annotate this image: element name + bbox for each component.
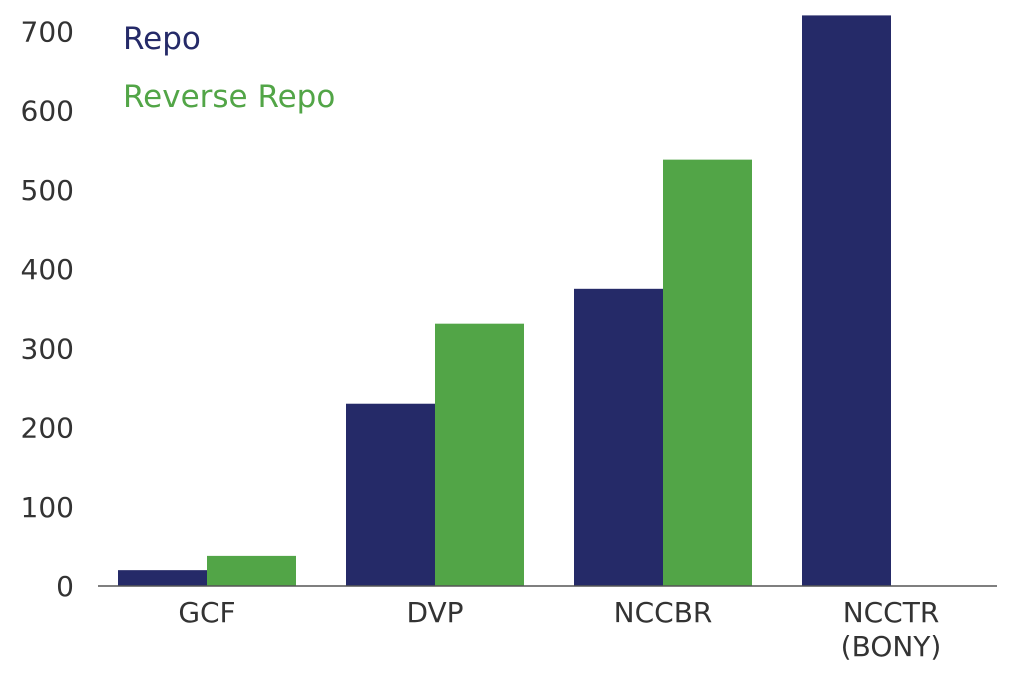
bar-repo-ncctr — [802, 15, 891, 586]
legend-entry-repo: Repo — [123, 21, 201, 57]
y-axis-ticks: 0 100 200 300 400 500 600 700 — [21, 15, 74, 603]
y-tick-label: 300 — [21, 332, 74, 365]
x-category-label: NCCTR — [843, 596, 940, 629]
y-tick-label: 200 — [21, 412, 74, 445]
y-tick-label: 100 — [21, 491, 74, 524]
y-tick-label: 500 — [21, 174, 74, 207]
bar-reverse-repo-dvp — [435, 323, 524, 586]
legend: Repo Reverse Repo — [123, 21, 335, 115]
bars-layer — [118, 15, 891, 586]
x-axis-categories: GCF DVP NCCBR NCCTR(BONY) — [178, 596, 941, 663]
bar-reverse-repo-gcf — [207, 555, 296, 586]
y-tick-label: 700 — [21, 15, 74, 48]
legend-entry-reverse-repo: Reverse Repo — [123, 79, 335, 115]
y-tick-label: 400 — [21, 253, 74, 286]
x-category-label: (BONY) — [841, 630, 942, 663]
bar-reverse-repo-nccbr — [663, 159, 752, 586]
bar-repo-dvp — [346, 403, 435, 586]
y-tick-label: 0 — [56, 570, 74, 603]
bar-repo-gcf — [118, 570, 207, 586]
x-category-label: DVP — [406, 596, 463, 629]
bar-repo-nccbr — [574, 288, 663, 586]
x-category-label: NCCBR — [614, 596, 713, 629]
y-tick-label: 600 — [21, 95, 74, 128]
x-category-label: GCF — [178, 596, 235, 629]
